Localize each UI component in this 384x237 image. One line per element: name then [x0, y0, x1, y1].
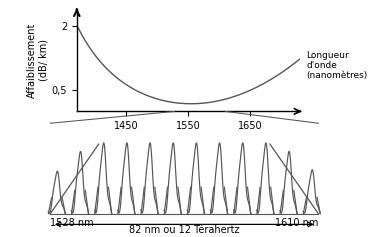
Text: Longueur
d'onde
(nanomètres): Longueur d'onde (nanomètres): [306, 51, 367, 80]
Y-axis label: Affaiblissement
(dB/ km): Affaiblissement (dB/ km): [27, 23, 49, 98]
Text: 1528 nm: 1528 nm: [50, 218, 94, 228]
Text: 82 nm ou 12 Térahertz: 82 nm ou 12 Térahertz: [129, 225, 240, 235]
Text: 1610 nm: 1610 nm: [275, 218, 318, 228]
